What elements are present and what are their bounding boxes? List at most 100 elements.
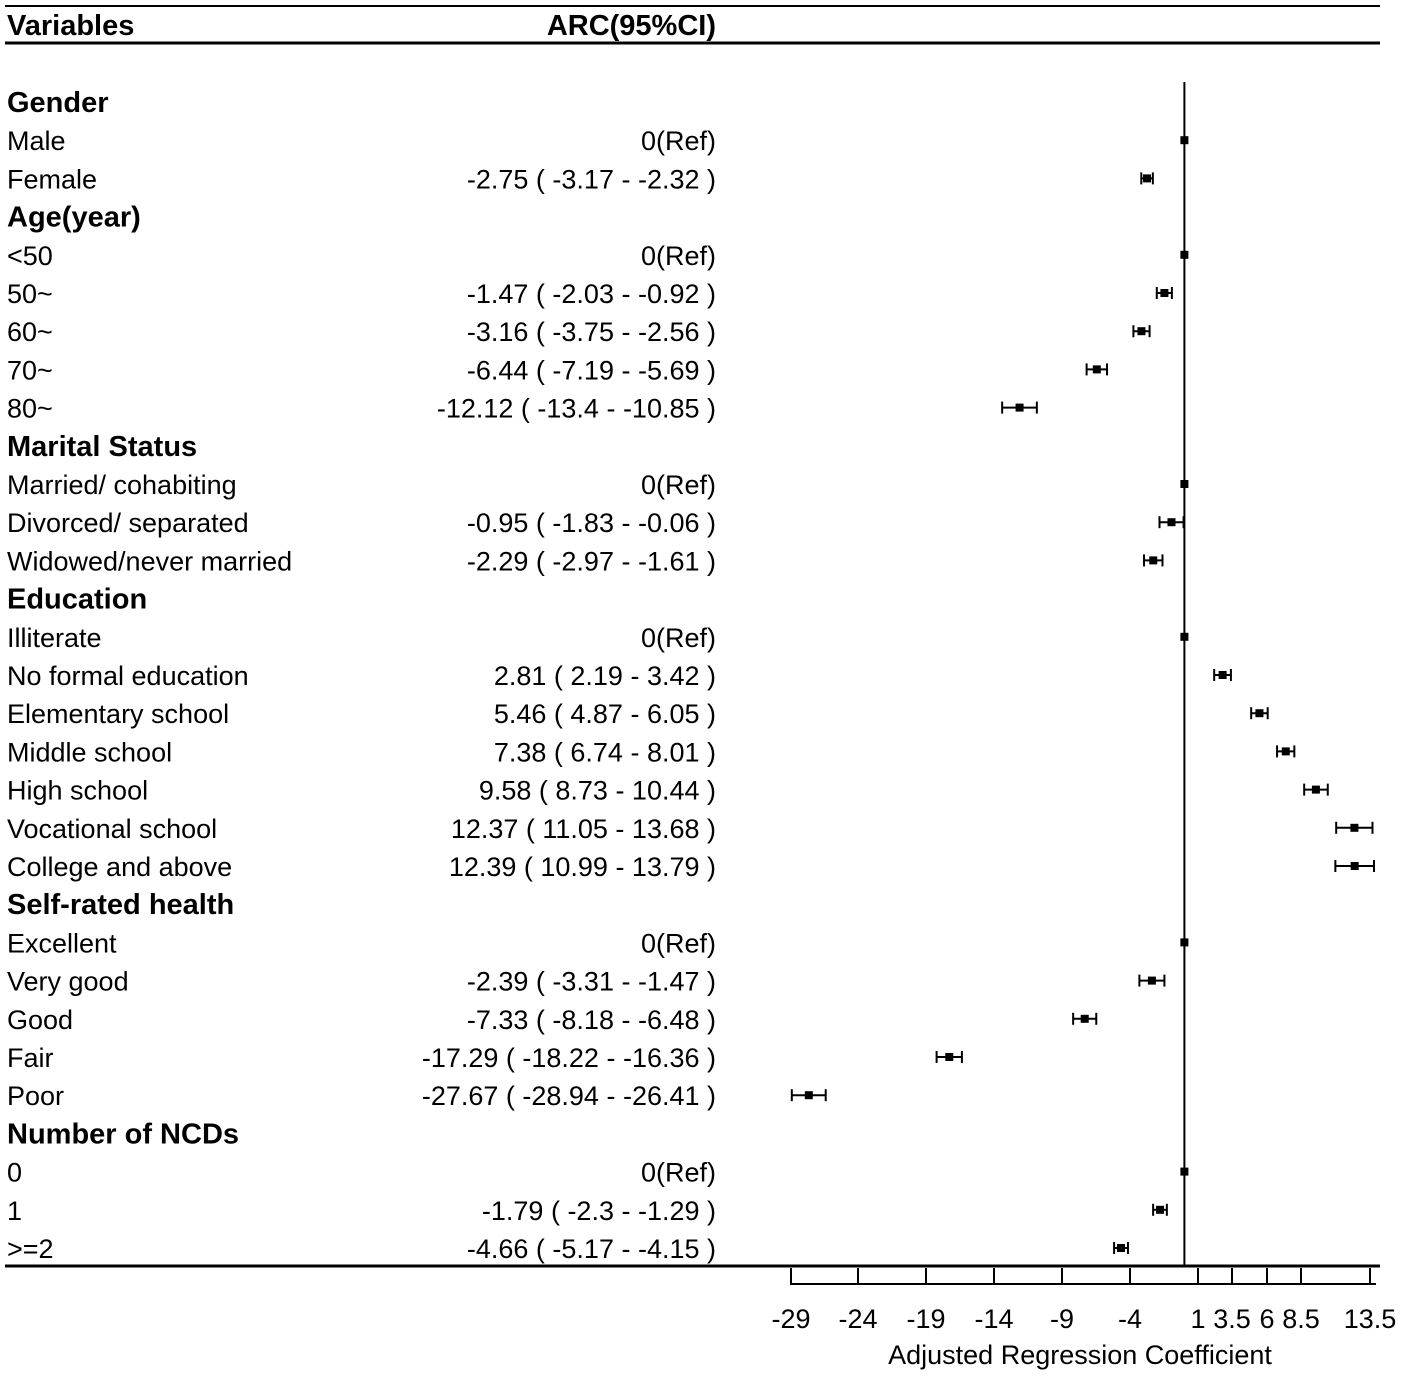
variable-label: 50~ — [7, 279, 53, 309]
ci-mark — [1140, 172, 1154, 185]
variable-label: Divorced/ separated — [7, 508, 249, 538]
variable-label: Female — [7, 164, 97, 194]
variable-label: Widowed/never married — [7, 546, 292, 576]
estimate-label: -12.12 ( -13.4 - -10.85 ) — [437, 394, 716, 424]
estimate-label: -2.39 ( -3.31 - -1.47 ) — [467, 967, 716, 997]
variable-label: Fair — [7, 1043, 54, 1073]
ci-mark — [1143, 554, 1164, 567]
estimate-label: 0(Ref) — [641, 126, 716, 156]
header-estimate: ARC(95%CI) — [547, 10, 716, 42]
variable-label: Married/ cohabiting — [7, 470, 237, 500]
point-estimate — [1255, 709, 1264, 718]
variable-label: 1 — [7, 1196, 22, 1226]
group-label: Gender — [7, 87, 109, 119]
point-estimate — [1180, 480, 1189, 488]
estimate-label: 0(Ref) — [641, 241, 716, 271]
ci-mark — [1138, 974, 1166, 987]
x-tick-label: 8.5 — [1282, 1304, 1320, 1334]
ci-mark — [1180, 480, 1189, 488]
variable-label: Poor — [7, 1081, 64, 1111]
ci-mark — [1335, 821, 1374, 834]
point-estimate — [1180, 136, 1189, 145]
estimate-label: 9.58 ( 8.73 - 10.44 ) — [479, 776, 716, 806]
rows-layer: Gender Male 0(Ref) Female -2.75 ( -3.17 - -2… — [7, 87, 716, 1264]
variable-label: 70~ — [7, 355, 53, 385]
ci-mark — [1180, 938, 1189, 947]
ci-mark — [1334, 860, 1376, 872]
point-estimate — [804, 1091, 813, 1100]
estimate-label: -2.75 ( -3.17 - -2.32 ) — [467, 164, 716, 194]
estimate-label: 12.39 ( 10.99 - 13.79 ) — [449, 852, 716, 882]
ci-mark — [1113, 1242, 1129, 1254]
estimate-label: 0(Ref) — [641, 928, 716, 958]
header-variables: Variables — [7, 10, 134, 42]
estimate-label: -4.66 ( -5.17 - -4.15 ) — [467, 1234, 716, 1264]
group-label: Marital Status — [7, 431, 197, 463]
variable-label: Middle school — [7, 737, 172, 767]
x-tick-label: 6 — [1259, 1304, 1274, 1334]
point-estimate — [1281, 747, 1290, 756]
variable-label: Illiterate — [7, 623, 102, 653]
estimate-label: 0(Ref) — [641, 1158, 716, 1188]
point-estimate — [1350, 823, 1359, 832]
variable-label: Very good — [7, 967, 129, 997]
group-label: Age(year) — [7, 202, 141, 234]
x-axis: -29 -24 -19 -14 -9 -4 1 3.5 6 8.5 13.5 — [771, 1268, 1396, 1334]
variable-label: Excellent — [7, 928, 117, 958]
point-estimate — [1218, 671, 1227, 679]
variable-label: >=2 — [7, 1234, 54, 1264]
variable-label: Good — [7, 1005, 73, 1035]
ci-mark — [1180, 1167, 1189, 1176]
point-estimate — [1143, 174, 1151, 183]
ci-mark — [1132, 325, 1151, 338]
ci-mark — [1180, 136, 1189, 145]
x-tick-label: 13.5 — [1344, 1304, 1397, 1334]
estimate-label: -6.44 ( -7.19 - -5.69 ) — [467, 355, 716, 385]
group-label: Self-rated health — [7, 889, 234, 921]
point-estimate — [1180, 632, 1189, 641]
x-tick-label: 1 — [1190, 1304, 1205, 1334]
point-estimate — [1147, 976, 1156, 985]
point-estimate — [1180, 250, 1189, 259]
ci-mark — [790, 1089, 827, 1102]
x-tick-label: -4 — [1118, 1304, 1142, 1334]
estimate-label: -0.95 ( -1.83 - -0.06 ) — [467, 508, 716, 538]
point-estimate — [1350, 862, 1359, 870]
estimate-label: -1.47 ( -2.03 - -0.92 ) — [467, 279, 716, 309]
variable-label: No formal education — [7, 661, 249, 691]
x-tick-label: -19 — [906, 1304, 945, 1334]
point-estimate — [1092, 365, 1101, 374]
ci-mark — [1250, 707, 1269, 720]
estimate-label: 0(Ref) — [641, 470, 716, 500]
x-tick-label: -9 — [1050, 1304, 1074, 1334]
estimate-label: -3.16 ( -3.75 - -2.56 ) — [467, 317, 716, 347]
ci-mark — [1085, 363, 1109, 376]
variable-label: 60~ — [7, 317, 53, 347]
point-estimate — [1015, 403, 1024, 412]
ci-mark — [1158, 516, 1185, 529]
variable-label: Elementary school — [7, 699, 229, 729]
estimate-label: -2.29 ( -2.97 - -1.61 ) — [467, 546, 716, 576]
estimate-label: -1.79 ( -2.3 - -1.29 ) — [482, 1196, 716, 1226]
point-estimate — [945, 1053, 954, 1061]
point-estimate — [1137, 327, 1146, 336]
point-estimate — [1180, 938, 1189, 947]
group-label: Number of NCDs — [7, 1118, 239, 1150]
x-tick-label: -29 — [771, 1304, 810, 1334]
variable-label: <50 — [7, 241, 53, 271]
point-estimate — [1160, 289, 1169, 297]
variable-label: Male — [7, 126, 66, 156]
x-tick-label: -24 — [838, 1304, 877, 1334]
ci-mark — [1303, 783, 1329, 796]
ci-mark — [935, 1051, 963, 1063]
point-estimate — [1117, 1244, 1126, 1252]
ci-mark — [1155, 287, 1173, 299]
variable-label: 80~ — [7, 394, 53, 424]
ci-mark — [1180, 632, 1189, 641]
point-estimate — [1180, 1167, 1189, 1176]
group-label: Education — [7, 584, 147, 616]
estimate-label: -17.29 ( -18.22 - -16.36 ) — [422, 1043, 716, 1073]
ci-mark — [1213, 669, 1232, 681]
x-tick-label: -14 — [974, 1304, 1013, 1334]
